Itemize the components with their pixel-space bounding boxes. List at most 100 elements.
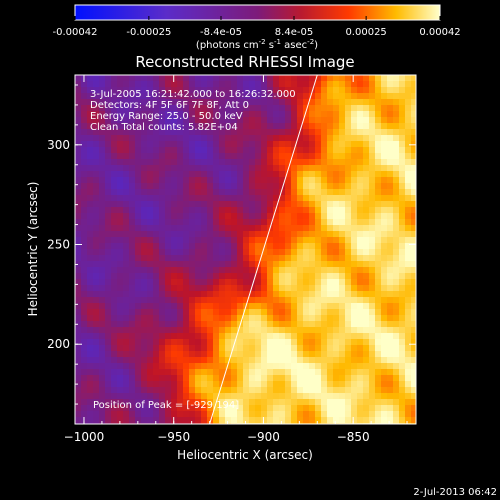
heatmap-cell (171, 399, 177, 405)
heatmap-cell (195, 279, 201, 285)
heatmap-cell (339, 147, 345, 153)
heatmap-cell (177, 141, 183, 147)
heatmap-cell (273, 411, 279, 417)
heatmap-cell (255, 393, 261, 399)
heatmap-cell (75, 87, 81, 93)
heatmap-cell (279, 195, 285, 201)
heatmap-cell (261, 105, 267, 111)
heatmap-cell (81, 243, 87, 249)
heatmap-cell (315, 93, 321, 99)
heatmap-cell (219, 339, 225, 345)
heatmap-cell (315, 75, 321, 81)
heatmap-cell (255, 285, 261, 291)
heatmap-cell (381, 375, 387, 381)
heatmap-cell (93, 123, 99, 129)
heatmap-cell (303, 141, 309, 147)
heatmap-cell (387, 345, 393, 351)
heatmap-cell (189, 153, 195, 159)
heatmap-cell (243, 117, 249, 123)
heatmap-cell (201, 153, 207, 159)
heatmap-cell (405, 411, 411, 417)
heatmap-cell (147, 225, 153, 231)
heatmap-cell (135, 87, 141, 93)
heatmap-cell (327, 351, 333, 357)
heatmap-cell (387, 369, 393, 375)
heatmap-cell (243, 75, 249, 81)
heatmap-cell (183, 327, 189, 333)
heatmap-cell (195, 393, 201, 399)
heatmap-cell (291, 141, 297, 147)
heatmap-cell (225, 375, 231, 381)
heatmap-cell (87, 315, 93, 321)
heatmap-cell (267, 321, 273, 327)
heatmap-cell (219, 297, 225, 303)
heatmap-cell (321, 387, 327, 393)
heatmap-cell (273, 99, 279, 105)
heatmap-cell (147, 171, 153, 177)
heatmap-cell (141, 141, 147, 147)
heatmap-cell (153, 393, 159, 399)
heatmap-cell (339, 417, 345, 423)
heatmap-cell (327, 117, 333, 123)
heatmap-cell (363, 261, 369, 267)
heatmap-cell (237, 345, 243, 351)
heatmap-cell (219, 93, 225, 99)
heatmap-cell (147, 309, 153, 315)
heatmap-cell (219, 285, 225, 291)
heatmap-cell (411, 333, 416, 339)
heatmap-cell (333, 243, 339, 249)
heatmap-cell (111, 267, 117, 273)
heatmap-cell (111, 315, 117, 321)
heatmap-cell (243, 297, 249, 303)
heatmap-cell (309, 339, 315, 345)
heatmap-cell (273, 81, 279, 87)
heatmap-cell (375, 345, 381, 351)
heatmap-cell (93, 231, 99, 237)
heatmap-cell (87, 303, 93, 309)
heatmap-cell (327, 387, 333, 393)
heatmap-cell (321, 363, 327, 369)
heatmap-cell (285, 345, 291, 351)
heatmap-cell (261, 357, 267, 363)
heatmap-cell (363, 111, 369, 117)
heatmap-cell (87, 165, 93, 171)
heatmap-cell (255, 417, 261, 423)
heatmap-cell (405, 279, 411, 285)
heatmap-cell (387, 417, 393, 423)
heatmap-cell (123, 345, 129, 351)
heatmap-cell (369, 321, 375, 327)
heatmap-cell (129, 81, 135, 87)
heatmap-cell (297, 417, 303, 423)
heatmap-cell (243, 351, 249, 357)
heatmap-cell (315, 207, 321, 213)
heatmap-cell (279, 147, 285, 153)
heatmap-cell (285, 375, 291, 381)
heatmap-cell (333, 123, 339, 129)
heatmap-cell (309, 315, 315, 321)
heatmap-cell (393, 75, 399, 81)
heatmap-cell (207, 273, 213, 279)
heatmap-cell (117, 189, 123, 195)
heatmap-cell (117, 117, 123, 123)
heatmap-cell (357, 183, 363, 189)
heatmap-cell (261, 129, 267, 135)
heatmap-cell (153, 207, 159, 213)
heatmap-cell (303, 105, 309, 111)
heatmap-cell (387, 213, 393, 219)
heatmap-cell (117, 81, 123, 87)
heatmap-cell (309, 231, 315, 237)
heatmap-cell (141, 171, 147, 177)
heatmap-cell (219, 153, 225, 159)
heatmap-cell (165, 117, 171, 123)
heatmap-cell (291, 207, 297, 213)
heatmap-cell (279, 153, 285, 159)
heatmap-cell (279, 99, 285, 105)
heatmap-cell (381, 135, 387, 141)
heatmap-cell (93, 225, 99, 231)
heatmap-cell (243, 285, 249, 291)
heatmap-cell (207, 285, 213, 291)
heatmap-cell (153, 261, 159, 267)
heatmap-cell (315, 285, 321, 291)
heatmap-cell (177, 291, 183, 297)
heatmap-cell (123, 273, 129, 279)
